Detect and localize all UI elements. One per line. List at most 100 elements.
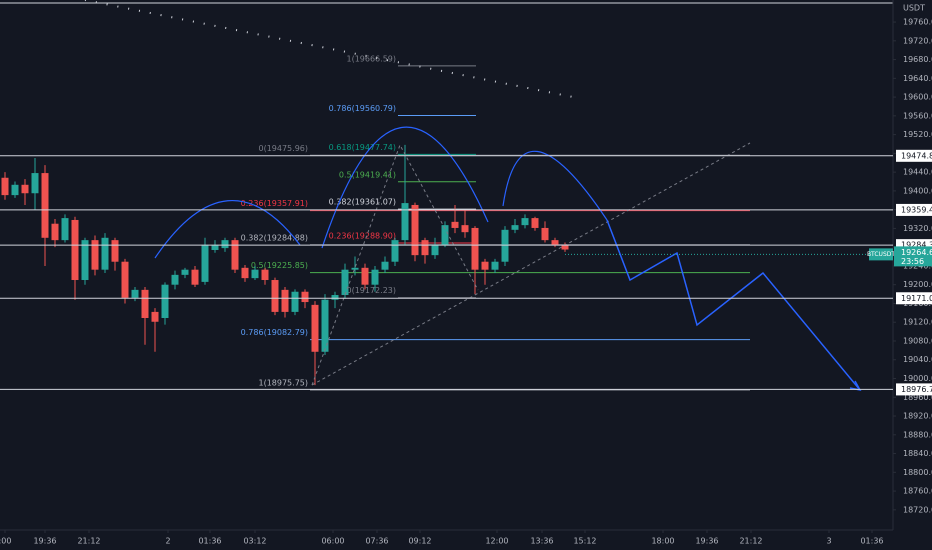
candle-body	[141, 289, 149, 318]
fib-label: 0.236(19357.91)	[241, 199, 308, 208]
candle-body	[51, 223, 59, 241]
x-tick-label: 3	[826, 537, 831, 546]
level-tag-label: 19474.80	[901, 151, 932, 160]
candle-body	[481, 261, 489, 270]
y-tick-label: 19440.00	[903, 168, 932, 177]
x-tick-label: :00	[0, 537, 11, 546]
last-price-tag	[894, 246, 932, 267]
candle-body	[61, 218, 69, 241]
level-tag	[896, 292, 932, 305]
x-tick-label: 06:00	[321, 537, 344, 546]
candle-body	[151, 311, 159, 322]
candle-body	[251, 269, 259, 279]
y-tick-label: 19120.00	[903, 318, 932, 327]
candle-body	[271, 280, 279, 312]
fib-label: 0(19172.23)	[346, 286, 396, 295]
candle-body	[181, 269, 189, 275]
arc	[154, 199, 301, 259]
candle-body	[461, 225, 469, 233]
fib-label: 1(18975.75)	[258, 378, 308, 387]
candle-body	[321, 299, 329, 352]
candle-body	[11, 184, 19, 196]
candle-body	[511, 225, 519, 230]
candle-body	[21, 184, 29, 194]
candle-body	[381, 261, 389, 270]
y-tick-label: 19000.00	[903, 374, 932, 383]
x-tick-label: 13:36	[530, 537, 553, 546]
candle-body	[531, 218, 539, 228]
candle-body	[551, 240, 559, 245]
plot-area: 0(19475.96) 0.236(19357.91) 0.382(19284.88…	[1, 54, 750, 391]
candle-body	[171, 274, 179, 285]
level-tag-label: 19171.07	[901, 294, 932, 303]
y-tick-label: 18800.00	[903, 468, 932, 477]
level-tag	[896, 203, 932, 216]
dashed-zigzag	[311, 143, 479, 386]
candle-body	[301, 291, 309, 303]
candle-body	[111, 240, 119, 262]
symbol-tag-label: BTCUSDT	[867, 251, 895, 258]
y-tick-label: 19200.00	[903, 280, 932, 289]
y-tick-label: 18960.00	[903, 393, 932, 402]
x-tick-label: 21:12	[77, 537, 100, 546]
candle-body	[211, 244, 219, 250]
candle-body	[221, 240, 229, 249]
candle-body	[471, 227, 479, 270]
fib-label: 0.786(19082.79)	[241, 328, 308, 337]
candle-body	[541, 227, 549, 241]
fib-label: 0(19475.96)	[258, 144, 308, 153]
candle-body	[501, 229, 509, 262]
level-tag-label: 19359.42	[901, 205, 932, 214]
candle-body	[121, 261, 129, 298]
level-tag-label: 18976.76	[901, 385, 932, 394]
candle-body	[241, 267, 249, 279]
y-tick-label: 19560.00	[903, 111, 932, 120]
candle-body	[361, 267, 369, 285]
x-tick-label: 15:12	[573, 537, 596, 546]
fib-label: 0.5(19225.85)	[251, 261, 308, 270]
fib-label: 0.236(19288.90)	[329, 232, 396, 241]
candle-body	[101, 237, 109, 270]
arc	[321, 126, 489, 249]
candle-body	[421, 240, 429, 256]
candle-body	[391, 240, 399, 262]
candle-body	[431, 244, 439, 256]
y-tick-label: 18920.00	[903, 412, 932, 421]
candle-body	[201, 244, 209, 282]
arc	[502, 150, 608, 221]
candle-body	[41, 173, 49, 238]
x-tick-label: 19:36	[33, 537, 56, 546]
x-tick-label: 01:36	[860, 537, 883, 546]
fib-label: 1(19666.59)	[346, 54, 396, 63]
candle-body	[561, 244, 569, 250]
candle-body	[131, 289, 139, 298]
candle-body	[441, 225, 449, 245]
y-tick-label: 19760.00	[903, 18, 932, 27]
candle-body	[491, 261, 499, 270]
currency-label: USDT	[903, 4, 925, 13]
y-tick-label: 18720.00	[903, 505, 932, 514]
candle-body	[411, 204, 419, 256]
countdown-label: 23:56	[901, 257, 924, 266]
candle-body	[451, 221, 459, 228]
level-tag	[896, 383, 932, 396]
y-tick-label: 18840.00	[903, 449, 932, 458]
x-tick-label: 19:36	[695, 537, 718, 546]
y-tick-label: 19400.00	[903, 186, 932, 195]
y-tick-label: 18880.00	[903, 430, 932, 439]
last-price-label: 19264.65	[901, 248, 932, 257]
x-tick-label: 2	[165, 537, 170, 546]
candle-body	[401, 203, 409, 241]
fib-label: 0.5(19419.41)	[339, 170, 396, 179]
candle-body	[91, 240, 99, 270]
candle-body	[191, 269, 199, 285]
y-tick-label: 18760.00	[903, 487, 932, 496]
candle-body	[281, 289, 289, 312]
candle-body	[521, 218, 529, 226]
candle-body	[291, 291, 299, 312]
forecast-arrow	[849, 380, 862, 392]
candle-body	[231, 240, 239, 270]
x-tick-label: 12:00	[485, 537, 508, 546]
candle-body	[31, 173, 39, 194]
